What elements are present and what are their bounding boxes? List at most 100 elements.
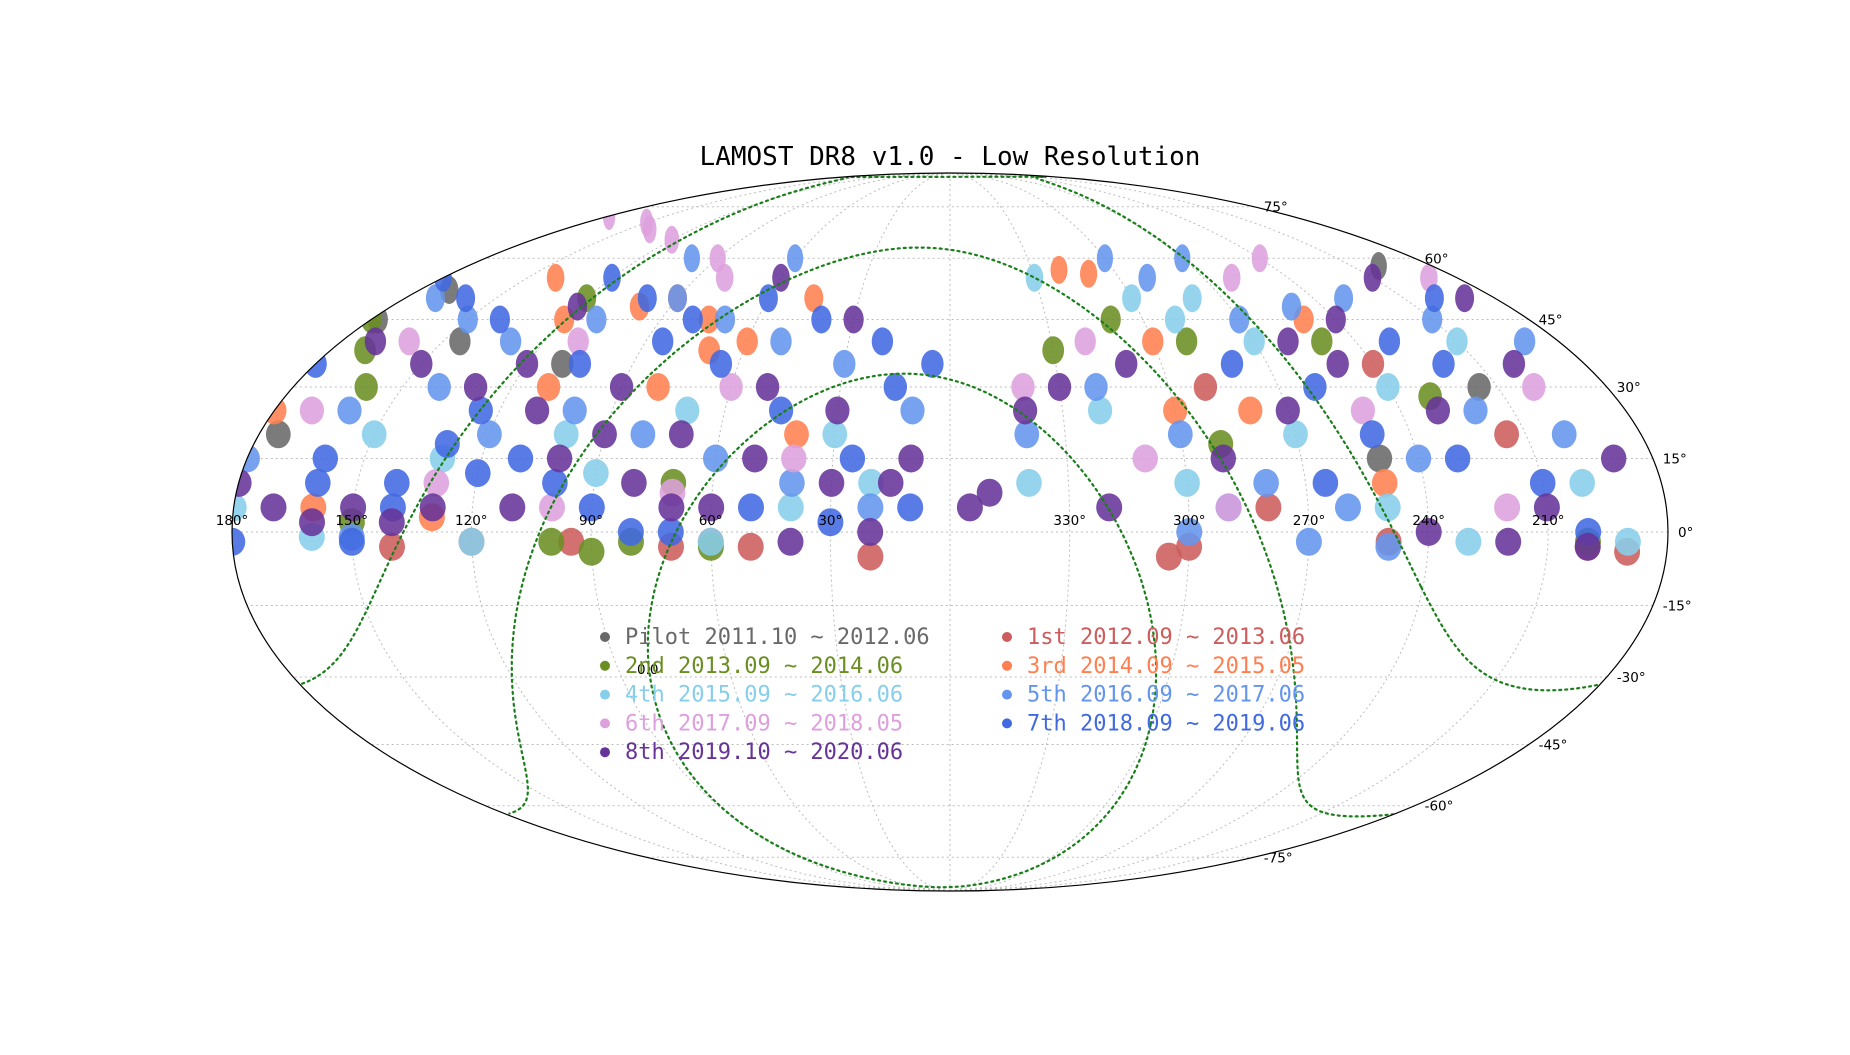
plate-point — [857, 493, 884, 522]
plate-point — [1569, 468, 1595, 497]
plate-point — [1614, 527, 1641, 556]
plate-point — [804, 284, 824, 313]
plate-point — [551, 349, 574, 378]
tick-labels: 330° 300° 270° 240° 210° 180° 150° 120° 90° 60° 30… — [216, 200, 1694, 867]
lat-tick-label: -60° — [1425, 799, 1454, 815]
legend-marker — [1002, 632, 1012, 642]
plate-point — [583, 459, 609, 488]
lat-tick-label: -15° — [1663, 599, 1692, 615]
plate-point — [449, 327, 471, 356]
plate-point — [779, 468, 805, 497]
plate-point — [1176, 518, 1203, 546]
plate-point — [1215, 493, 1242, 522]
plate-point — [871, 327, 894, 356]
plate-point — [1122, 284, 1142, 313]
lat-tick-label: -75° — [1264, 850, 1293, 866]
plate-point — [558, 527, 585, 556]
lat-tick-label: -30° — [1617, 670, 1646, 686]
legend-entry: 3rd 2014.09 ~ 2015.05 — [1002, 654, 1305, 679]
plate-point — [1312, 468, 1339, 497]
plate-point — [1222, 263, 1241, 292]
plate-point — [657, 518, 684, 546]
plate-point — [1275, 396, 1300, 425]
plate-point — [361, 420, 387, 449]
legend-label: 7th 2018.09 ~ 2019.06 — [1027, 711, 1305, 736]
plate-point — [1011, 373, 1035, 401]
plate-point — [825, 396, 850, 425]
plate-point — [379, 532, 405, 561]
plate-point — [1361, 349, 1385, 378]
plate-point — [1163, 396, 1188, 425]
lon-tick-label: 150° — [335, 513, 368, 529]
lon-tick-label: 120° — [455, 513, 488, 529]
plate-point — [883, 373, 907, 401]
plate-point — [1174, 468, 1200, 497]
plate-point — [1455, 527, 1482, 556]
plate-point — [340, 493, 367, 522]
legend-marker — [600, 632, 610, 642]
series-group — [232, 263, 1602, 556]
plate-point — [1405, 444, 1432, 473]
plate-point — [364, 327, 387, 356]
plate-point — [1229, 305, 1250, 334]
plate-point — [1088, 396, 1113, 425]
plate-point — [897, 493, 924, 522]
plate-point — [499, 327, 522, 356]
plate-point — [1366, 444, 1393, 473]
plate-point — [621, 468, 647, 497]
plate-point — [378, 508, 405, 537]
galactic-latitude-line — [646, 372, 1158, 889]
legend-label: 2nd 2013.09 ~ 2014.06 — [625, 654, 903, 679]
plate-point — [1415, 518, 1442, 546]
plate-point — [1326, 349, 1349, 378]
plate-point — [1424, 284, 1444, 313]
plate-point — [578, 537, 605, 566]
plate-point — [1253, 468, 1279, 497]
plate-point — [858, 468, 884, 497]
lon-gridline — [829, 172, 951, 892]
plate-point — [398, 327, 420, 356]
plate-point — [1255, 493, 1282, 522]
plate-point — [1138, 263, 1156, 292]
plate-point — [458, 527, 485, 556]
plate-point — [1243, 327, 1265, 356]
lon-tick-label: 270° — [1293, 513, 1326, 529]
plate-point — [1513, 327, 1536, 356]
plate-point — [900, 396, 925, 425]
lat-tick-label: 0° — [1678, 525, 1693, 541]
plate-point — [1446, 327, 1468, 356]
legend-entry: 5th 2016.09 ~ 2017.06 — [1002, 683, 1305, 708]
plate-point — [609, 373, 634, 401]
plate-point — [562, 396, 587, 425]
plate-point — [1042, 336, 1065, 365]
legend-label: 5th 2016.09 ~ 2017.06 — [1027, 683, 1305, 708]
plate-point — [1014, 420, 1040, 449]
lon-tick-label: 210° — [1532, 513, 1565, 529]
plate-point — [354, 373, 378, 401]
plate-point — [1132, 444, 1158, 473]
legend-entry: Pilot 2011.10 ~ 2012.06 — [600, 625, 930, 650]
legend-entry: 7th 2018.09 ~ 2019.06 — [1002, 711, 1305, 736]
legend: Pilot 2011.10 ~ 2012.06 2nd 2013.09 ~ 201… — [600, 625, 1305, 765]
plate-point — [817, 508, 844, 537]
plate-point — [1494, 420, 1519, 449]
plate-point — [1025, 263, 1044, 292]
plate-point — [410, 349, 433, 378]
legend-label: 8th 2019.10 ~ 2020.06 — [625, 740, 903, 765]
plate-point — [811, 305, 832, 334]
legend-entry: 2nd 2013.09 ~ 2014.06 — [600, 654, 903, 679]
plate-point — [425, 284, 445, 313]
plate-point — [658, 493, 685, 522]
plate-point — [1371, 468, 1398, 497]
plate-point — [1363, 263, 1382, 292]
plate-point — [703, 444, 729, 473]
plate-point — [338, 527, 365, 556]
plate-point — [642, 215, 657, 244]
plate-point — [715, 263, 734, 292]
plate-point — [630, 420, 656, 449]
plate-point — [546, 444, 573, 473]
legend-label: Pilot 2011.10 ~ 2012.06 — [625, 625, 930, 650]
plate-point — [1167, 420, 1193, 449]
plate-point — [1155, 542, 1182, 571]
